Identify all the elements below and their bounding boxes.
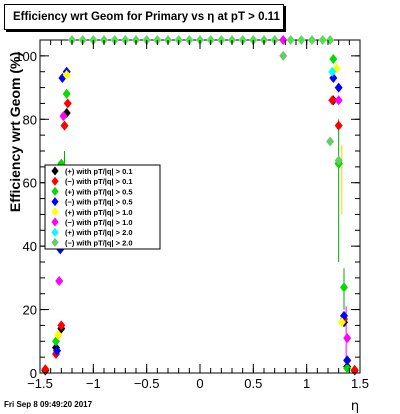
legend-entry: (−) with pT/|q| > 0.5	[65, 198, 133, 207]
data-point	[329, 73, 338, 84]
legend-marker	[51, 207, 59, 217]
y-tick-label: 80	[23, 112, 37, 127]
data-point	[308, 35, 316, 45]
data-point	[279, 50, 288, 61]
legend-entry: (−) with pT/|q| > 2.0	[65, 238, 133, 247]
data-point	[41, 364, 50, 375]
data-point	[350, 364, 359, 375]
data-point	[63, 98, 72, 109]
data-point	[340, 282, 348, 293]
data-point	[329, 54, 338, 65]
x-tick-label: 1.5	[351, 376, 369, 391]
data-point	[62, 69, 71, 80]
data-point	[55, 276, 64, 287]
legend-marker	[51, 237, 59, 247]
y-axis-label: Efficiency wrt Geom (%)	[7, 52, 23, 212]
footer-timestamp: Fri Sep 8 09:49:20 2017	[4, 400, 93, 409]
legend-entry: (−) with pT/|q| > 1.0	[65, 218, 133, 227]
data-point	[334, 120, 343, 131]
data-point	[286, 35, 295, 45]
axes: −1.5 −1 −0.5 0 0.5 1 1.5 0 20 40 60 80 100	[15, 39, 369, 391]
y-tick-label: 20	[23, 303, 37, 318]
data-point	[326, 136, 335, 147]
data-point	[326, 35, 335, 45]
data-point	[57, 320, 66, 331]
legend-box	[44, 164, 161, 250]
y-tick-label: 100	[15, 49, 37, 64]
legend-marker	[51, 186, 59, 196]
y-tick-label: 0	[30, 366, 37, 381]
legend-marker	[51, 197, 59, 207]
data-point	[343, 355, 352, 366]
data-point	[59, 111, 68, 122]
data-point	[60, 120, 69, 131]
data-point	[54, 329, 63, 340]
x-tick-label: −1	[86, 376, 101, 391]
legend-marker	[51, 176, 59, 186]
legend-entry: (+) with pT/|q| > 1.0	[65, 208, 133, 217]
data-point	[279, 35, 288, 45]
x-tick-label: −0.5	[134, 376, 160, 391]
legend-marker	[51, 166, 59, 176]
x-axis-label: η	[351, 399, 359, 414]
x-tick-label: −1.5	[27, 376, 53, 391]
legend-entry: (+) with pT/|q| > 0.5	[65, 187, 133, 196]
legend-marker	[51, 217, 59, 227]
legend-entry: (+) with pT/|q| > 0.1	[65, 167, 133, 176]
x-tick-label: 0	[196, 376, 203, 391]
chart-title: Efficiency wrt Geom for Primary vs η at …	[4, 4, 284, 30]
y-tick-label: 40	[23, 239, 37, 254]
data-point	[53, 345, 62, 356]
data-point	[318, 35, 327, 45]
data-point	[334, 82, 343, 93]
legend-entry: (+) with pT/|q| > 2.0	[65, 228, 133, 237]
data-point	[297, 35, 306, 45]
y-tick-label: 60	[23, 176, 37, 191]
data-point	[328, 66, 337, 77]
x-tick-label: 1	[303, 376, 310, 391]
data-point	[343, 333, 352, 344]
legend: (+) with pT/|q| > 0.1(−) with pT/|q| > 0…	[44, 164, 161, 250]
data-point	[328, 95, 337, 106]
data-point	[62, 107, 71, 118]
data-point	[337, 317, 346, 328]
x-tick-label: 0.5	[244, 376, 262, 391]
data-point	[334, 95, 343, 106]
data-point	[62, 88, 71, 99]
data-point	[334, 155, 343, 166]
legend-entry: (−) with pT/|q| > 0.1	[65, 177, 133, 186]
legend-marker	[51, 227, 59, 237]
